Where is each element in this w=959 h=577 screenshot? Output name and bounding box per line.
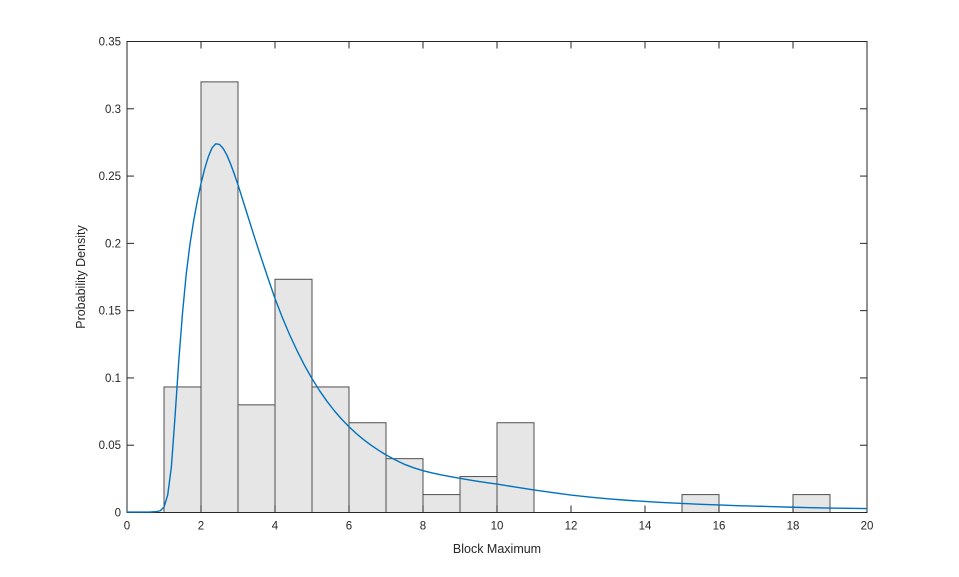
y-tick-label: 0 bbox=[115, 508, 121, 520]
tick-labels: 0 2 4 6 8 10 12 14 16 18 20 0 0.05 0.1 0.15 0.2 0.25 0.3 0… bbox=[99, 37, 874, 533]
x-tick-label: 2 bbox=[198, 521, 204, 533]
x-tick-label: 6 bbox=[346, 521, 352, 533]
x-tick-label: 8 bbox=[420, 521, 426, 533]
histogram-bar bbox=[163, 386, 202, 513]
y-tick-label: 0.15 bbox=[99, 306, 121, 318]
x-tick-label: 4 bbox=[272, 521, 279, 533]
x-tick-label: 20 bbox=[861, 521, 874, 533]
x-tick-label: 12 bbox=[565, 521, 578, 533]
histogram-bar bbox=[422, 494, 461, 513]
x-tick-label: 10 bbox=[491, 521, 504, 533]
y-tick-label: 0.35 bbox=[99, 37, 121, 49]
y-tick-label: 0.3 bbox=[105, 104, 121, 116]
histogram-bar bbox=[274, 278, 313, 513]
y-axis-label: Probability Density bbox=[74, 224, 88, 328]
y-tick-label: 0.1 bbox=[105, 373, 121, 385]
histogram-bar bbox=[311, 386, 350, 513]
histogram-bar bbox=[385, 458, 424, 513]
y-tick-label: 0.05 bbox=[99, 440, 121, 452]
histogram-bar bbox=[348, 422, 387, 513]
y-tick-label: 0.2 bbox=[105, 238, 121, 250]
histogram-bar bbox=[496, 422, 535, 513]
histogram-bar bbox=[792, 494, 831, 513]
x-tick-label: 18 bbox=[787, 521, 800, 533]
fitted-pdf-curve bbox=[126, 143, 868, 513]
x-tick-label: 14 bbox=[639, 521, 652, 533]
x-tick-label: 16 bbox=[713, 521, 726, 533]
histogram-series bbox=[163, 81, 831, 514]
y-tick-label: 0.25 bbox=[99, 171, 121, 183]
histogram-bar bbox=[200, 81, 239, 513]
x-tick-label: 0 bbox=[124, 521, 130, 533]
histogram-bar bbox=[237, 404, 276, 514]
x-axis-label: Block Maximum bbox=[453, 542, 541, 556]
gev-pdf-curve bbox=[126, 143, 868, 513]
